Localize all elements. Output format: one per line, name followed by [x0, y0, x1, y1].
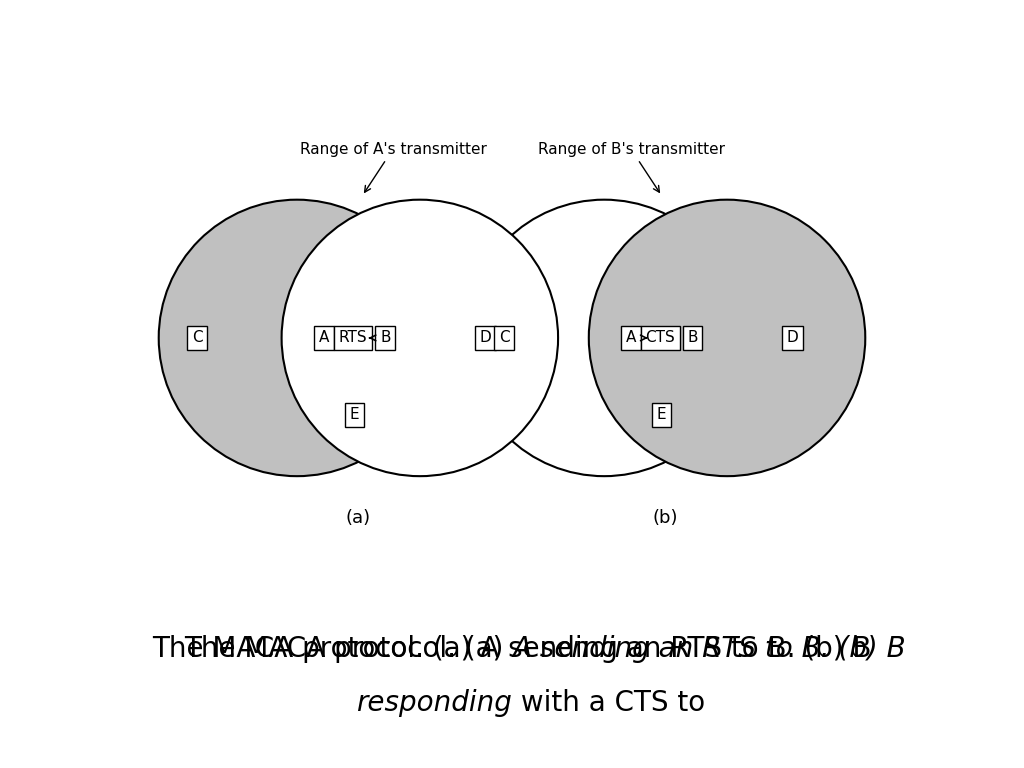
Text: (b): (b): [653, 509, 678, 528]
Text: Range of B's transmitter: Range of B's transmitter: [538, 141, 725, 192]
Text: B: B: [687, 330, 697, 346]
Text: B: B: [380, 330, 390, 346]
Circle shape: [466, 200, 742, 476]
Text: A: A: [626, 330, 636, 346]
Text: C: C: [499, 330, 510, 346]
Circle shape: [159, 200, 435, 476]
Text: RTS: RTS: [339, 330, 368, 346]
Text: (a): (a): [346, 509, 371, 528]
Text: Range of A's transmitter: Range of A's transmitter: [300, 141, 486, 192]
Circle shape: [282, 200, 558, 476]
Text: A: A: [318, 330, 329, 346]
Text: C: C: [191, 330, 203, 346]
Text: A sending an RTS to B. (b) B: A sending an RTS to B. (b) B: [512, 635, 905, 663]
Text: D: D: [479, 330, 490, 346]
Text: The MACA protocol. (a): The MACA protocol. (a): [183, 635, 512, 663]
Text: responding: responding: [356, 689, 512, 717]
Circle shape: [589, 200, 865, 476]
Text: D: D: [786, 330, 798, 346]
Text: with a CTS to: with a CTS to: [512, 689, 714, 717]
Text: E: E: [350, 407, 359, 422]
Text: E: E: [657, 407, 667, 422]
Text: The MACA protocol. (a) ​A sending an RTS to B.​ (b) B: The MACA protocol. (a) ​A sending an RTS…: [153, 635, 871, 663]
Text: CTS: CTS: [645, 330, 675, 346]
